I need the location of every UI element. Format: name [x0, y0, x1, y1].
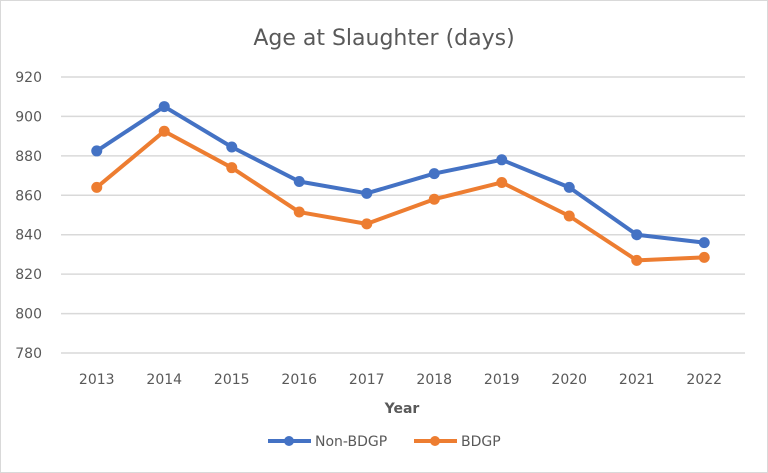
y-tick-label: 780 — [15, 346, 42, 362]
data-point[interactable] — [158, 101, 170, 113]
series-line — [95, 104, 705, 245]
data-point[interactable] — [698, 237, 710, 249]
data-point[interactable] — [293, 175, 305, 187]
legend-label: BDGP — [461, 434, 501, 450]
data-point[interactable] — [158, 125, 170, 137]
x-tick-label: 2018 — [416, 372, 452, 388]
x-tick-label: 2019 — [484, 372, 520, 388]
data-point[interactable] — [631, 254, 643, 266]
legend-item[interactable]: BDGP — [414, 434, 501, 450]
data-point[interactable] — [91, 181, 103, 193]
x-axis-title: Year — [384, 401, 420, 417]
data-point[interactable] — [563, 210, 575, 222]
x-tick-label: 2015 — [214, 372, 250, 388]
data-point[interactable] — [428, 168, 440, 180]
y-tick-label: 800 — [15, 307, 42, 323]
x-tick-label: 2017 — [349, 372, 385, 388]
x-tick-label: 2022 — [686, 372, 722, 388]
y-tick-label: 860 — [15, 188, 42, 204]
y-tick-label: 840 — [15, 228, 42, 244]
legend-point-marker — [284, 436, 294, 446]
data-point[interactable] — [361, 187, 373, 199]
data-point[interactable] — [226, 141, 238, 153]
x-tick-label: 2016 — [281, 372, 317, 388]
series-lines — [91, 101, 710, 266]
legend-item[interactable]: Non-BDGP — [268, 434, 387, 450]
y-tick-label: 920 — [15, 70, 42, 86]
data-point[interactable] — [563, 181, 575, 193]
y-tick-label: 880 — [15, 149, 42, 165]
series-bdgp — [91, 125, 710, 266]
y-tick-label: 820 — [15, 267, 42, 283]
series-non-bdgp — [91, 101, 710, 249]
legend-point-marker — [430, 436, 440, 446]
y-axis-ticks: 780 800 820 840 860 880 900 920 — [15, 70, 42, 362]
x-tick-label: 2021 — [619, 372, 655, 388]
chart-title: Age at Slaughter (days) — [253, 26, 514, 51]
x-axis-ticks: 2013 2014 2015 2016 2017 2018 2019 2020 2021 2022 — [79, 372, 722, 388]
y-tick-label: 900 — [15, 109, 42, 125]
series-line — [95, 129, 705, 263]
data-point[interactable] — [226, 162, 238, 174]
data-point[interactable] — [698, 251, 710, 263]
data-point[interactable] — [496, 154, 508, 166]
data-point[interactable] — [361, 218, 373, 230]
data-point[interactable] — [428, 193, 440, 205]
x-tick-label: 2013 — [79, 372, 115, 388]
legend-label: Non-BDGP — [315, 434, 387, 450]
data-point[interactable] — [91, 145, 103, 157]
x-tick-label: 2014 — [146, 372, 182, 388]
legend: Non-BDGP BDGP — [268, 434, 501, 450]
data-point[interactable] — [496, 176, 508, 188]
x-tick-label: 2020 — [551, 372, 587, 388]
data-point[interactable] — [293, 206, 305, 218]
gridlines — [61, 76, 745, 354]
data-point[interactable] — [631, 229, 643, 241]
